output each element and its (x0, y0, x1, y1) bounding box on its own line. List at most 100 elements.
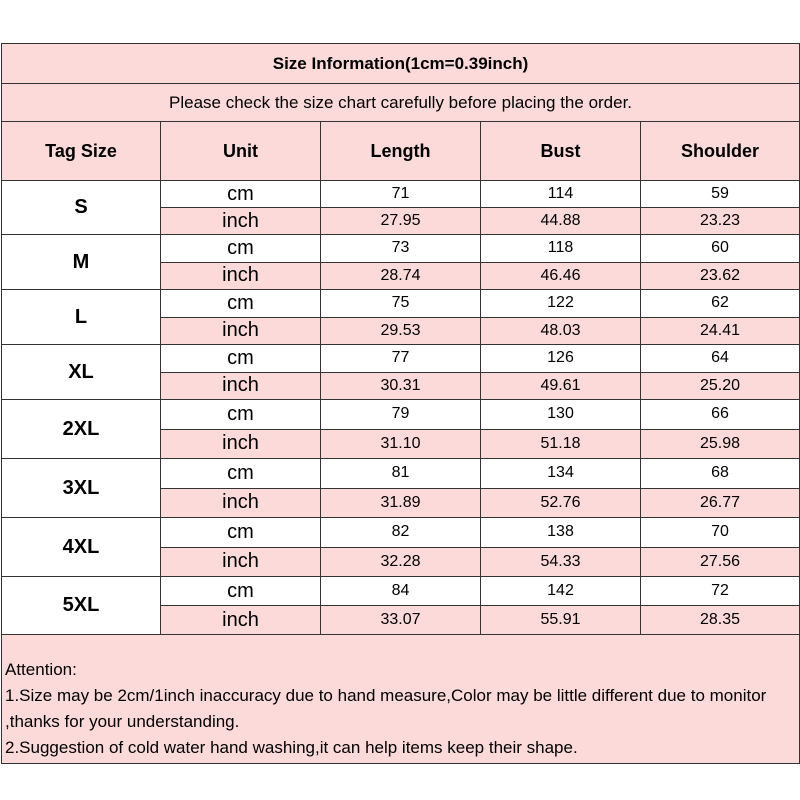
size-cell: L (1, 289, 161, 345)
value-cell: 66 (639, 399, 800, 430)
size-cell: 5XL (1, 576, 161, 635)
value-cell: 114 (480, 180, 641, 208)
size-cell: 3XL (1, 458, 161, 518)
value-cell: 134 (480, 458, 641, 489)
value-cell: 25.20 (639, 371, 800, 400)
value-cell: 79 (320, 399, 481, 430)
value-cell: 23.62 (639, 261, 800, 290)
value-cell: 126 (480, 344, 641, 373)
unit-cell: cm (160, 576, 321, 606)
value-cell: 52.76 (480, 487, 641, 518)
unit-cell: inch (160, 428, 321, 459)
value-cell: 49.61 (480, 371, 641, 400)
value-cell: 59 (639, 180, 800, 208)
value-cell: 55.91 (480, 605, 641, 635)
value-cell: 60 (639, 234, 800, 263)
value-cell: 33.07 (320, 605, 481, 635)
unit-cell: inch (160, 261, 321, 290)
table-row: 3XL cm 81 134 68 (1, 458, 800, 518)
value-cell: 71 (320, 180, 481, 208)
value-cell: 32.28 (320, 546, 481, 577)
value-cell: 29.53 (320, 316, 481, 345)
header-bust: Bust (480, 121, 641, 181)
table-row: 2XL cm 79 130 66 (1, 399, 800, 459)
size-cell: XL (1, 344, 161, 400)
attention-note: Attention: 1.Size may be 2cm/1inch inaccu… (0, 634, 800, 764)
value-cell: 28.74 (320, 261, 481, 290)
table-row: inch 33.07 55.91 28.35 (2, 605, 800, 635)
attention-heading: Attention: (5, 660, 77, 679)
value-cell: 62 (639, 289, 800, 318)
size-cell: 2XL (1, 399, 161, 459)
value-cell: 51.18 (480, 428, 641, 459)
value-cell: 26.77 (639, 487, 800, 518)
chart-title: Size Information(1cm=0.39inch) (0, 43, 800, 84)
header-unit: Unit (160, 121, 321, 181)
value-cell: 31.10 (320, 428, 481, 459)
table-row: inch 27.95 44.88 23.23 (2, 207, 800, 235)
unit-cell: cm (160, 234, 321, 263)
value-cell: 46.46 (480, 261, 641, 290)
value-cell: 122 (480, 289, 641, 318)
table-row: inch 29.53 48.03 24.41 (2, 316, 800, 345)
unit-cell: cm (160, 399, 321, 430)
header-row: Tag Size Unit Length Bust Shoulder (1, 121, 800, 181)
value-cell: 138 (480, 517, 641, 548)
value-cell: 68 (639, 458, 800, 489)
value-cell: 27.95 (320, 207, 481, 235)
unit-cell: inch (160, 316, 321, 345)
value-cell: 118 (480, 234, 641, 263)
unit-cell: inch (160, 546, 321, 577)
value-cell: 24.41 (639, 316, 800, 345)
size-chart-table: Size Information(1cm=0.39inch) Please ch… (0, 43, 800, 764)
size-cell: M (1, 234, 161, 290)
header-shoulder: Shoulder (639, 121, 800, 181)
table-row: inch 28.74 46.46 23.62 (2, 261, 800, 290)
value-cell: 23.23 (639, 207, 800, 235)
table-row: inch 32.28 54.33 27.56 (2, 546, 800, 577)
value-cell: 28.35 (639, 605, 800, 635)
value-cell: 31.89 (320, 487, 481, 518)
value-cell: 73 (320, 234, 481, 263)
header-length: Length (320, 121, 481, 181)
table-row: 5XL cm 84 142 72 (1, 576, 800, 635)
value-cell: 77 (320, 344, 481, 373)
unit-cell: inch (160, 487, 321, 518)
value-cell: 27.56 (639, 546, 800, 577)
size-cell: 4XL (1, 517, 161, 577)
value-cell: 75 (320, 289, 481, 318)
value-cell: 48.03 (480, 316, 641, 345)
unit-cell: cm (160, 289, 321, 318)
table-row: 4XL cm 82 138 70 (1, 517, 800, 577)
value-cell: 81 (320, 458, 481, 489)
value-cell: 54.33 (480, 546, 641, 577)
unit-cell: cm (160, 344, 321, 373)
header-tag-size: Tag Size (1, 121, 161, 181)
value-cell: 72 (639, 576, 800, 606)
value-cell: 130 (480, 399, 641, 430)
value-cell: 82 (320, 517, 481, 548)
value-cell: 44.88 (480, 207, 641, 235)
value-cell: 25.98 (639, 428, 800, 459)
table-row: XL cm 77 126 64 (1, 344, 800, 400)
unit-cell: cm (160, 517, 321, 548)
value-cell: 84 (320, 576, 481, 606)
unit-cell: inch (160, 605, 321, 635)
attention-line: 2.Suggestion of cold water hand washing,… (5, 738, 578, 757)
value-cell: 70 (639, 517, 800, 548)
size-cell: S (1, 180, 161, 235)
unit-cell: inch (160, 207, 321, 235)
unit-cell: cm (160, 180, 321, 208)
value-cell: 142 (480, 576, 641, 606)
unit-cell: cm (160, 458, 321, 489)
table-row: inch 31.89 52.76 26.77 (2, 487, 800, 518)
chart-subtitle: Please check the size chart carefully be… (0, 83, 800, 122)
value-cell: 64 (639, 344, 800, 373)
attention-line: 1.Size may be 2cm/1inch inaccuracy due t… (5, 686, 767, 731)
unit-cell: inch (160, 371, 321, 400)
value-cell: 30.31 (320, 371, 481, 400)
table-row: inch 30.31 49.61 25.20 (2, 371, 800, 400)
